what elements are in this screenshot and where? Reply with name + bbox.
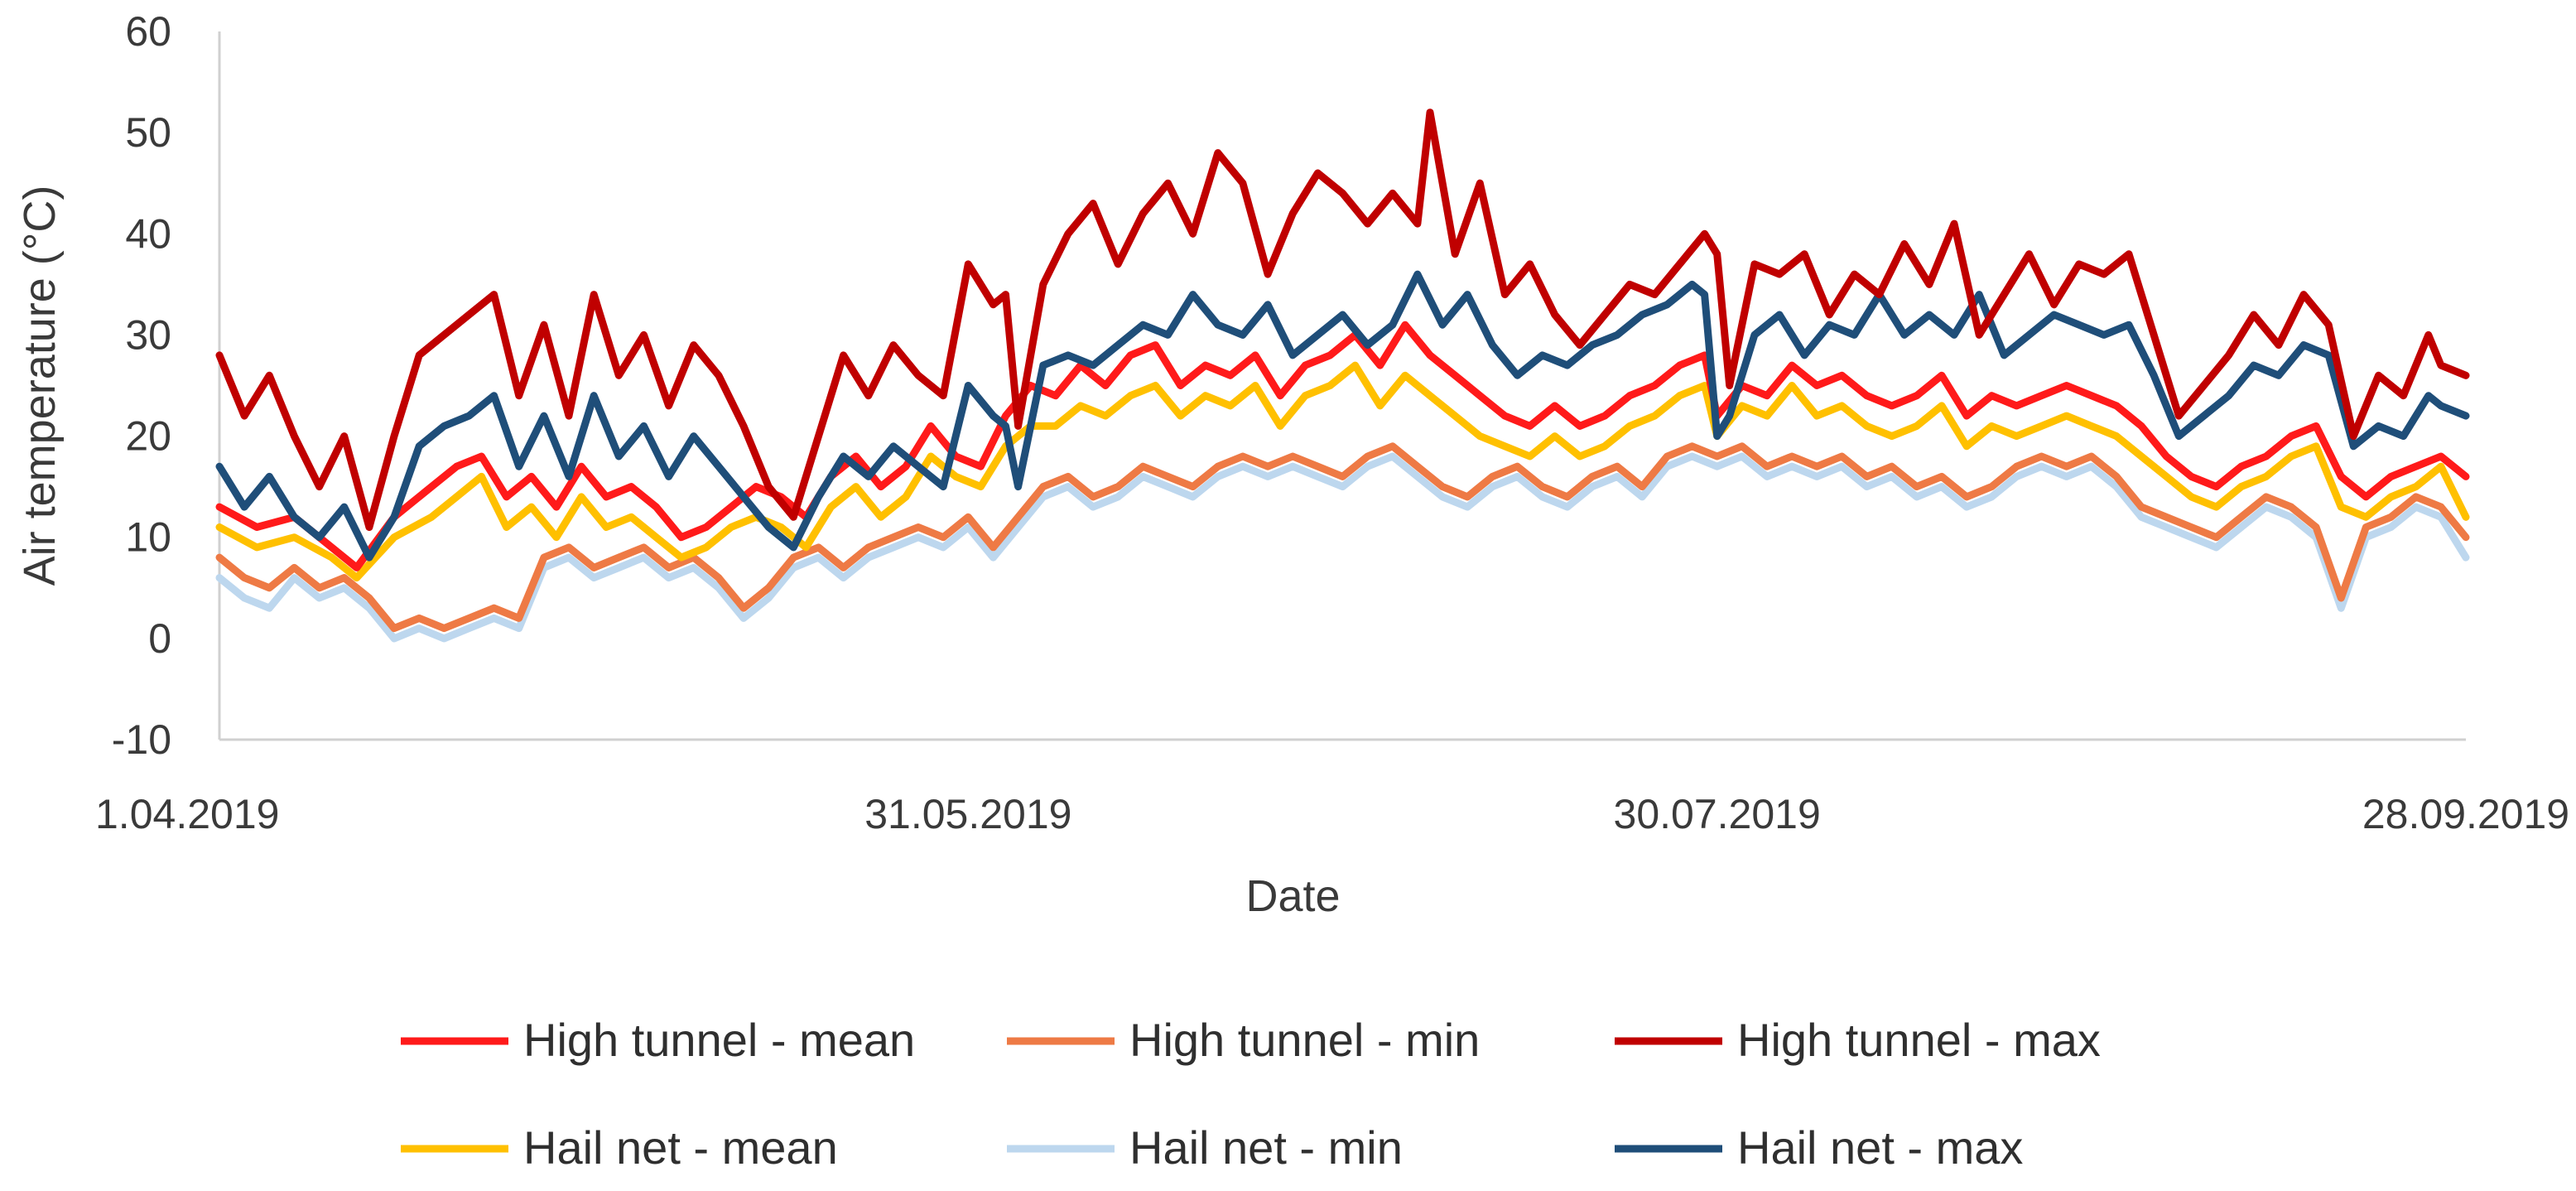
y-axis-ticks: -10 0 10 20 30 40 50 60 [112,8,171,763]
x-axis-ticks: 1.04.2019 31.05.2019 30.07.2019 28.09.2019 [95,791,2569,837]
y-tick-label: 20 [125,413,171,460]
y-tick-label: 30 [125,311,171,358]
legend-label: High tunnel - max [1737,1014,2101,1066]
plot-series [215,108,2470,643]
plot-axes [218,31,2466,741]
y-tick-label: 40 [125,210,171,257]
series-line-2 [215,442,2470,633]
x-tick-label: 28.09.2019 [2362,791,2569,837]
x-tick-label: 1.04.2019 [95,791,279,837]
legend-label: Hail net - max [1737,1121,2023,1174]
legend-label: High tunnel - min [1129,1014,1480,1066]
legend: High tunnel - mean High tunnel - min High … [401,1014,2101,1174]
x-tick-label: 30.07.2019 [1614,791,1821,837]
series-line-4 [215,361,2470,582]
y-tick-label: 10 [125,514,171,561]
legend-label: Hail net - min [1129,1121,1403,1174]
series-line-3 [215,108,2470,531]
series-line-6 [215,270,2470,562]
x-axis-title: Date [1245,871,1340,921]
legend-label: High tunnel - mean [523,1014,915,1066]
series-line-5 [215,452,2470,643]
y-tick-label: 60 [125,8,171,55]
legend-label: Hail net - mean [523,1121,838,1174]
y-tick-label: 0 [148,615,171,662]
series-line-1 [215,321,2470,571]
y-tick-label: 50 [125,109,171,156]
x-tick-label: 31.05.2019 [864,791,1071,837]
y-axis-title: Air temperature (°C) [15,186,65,586]
y-tick-label: -10 [112,716,171,763]
